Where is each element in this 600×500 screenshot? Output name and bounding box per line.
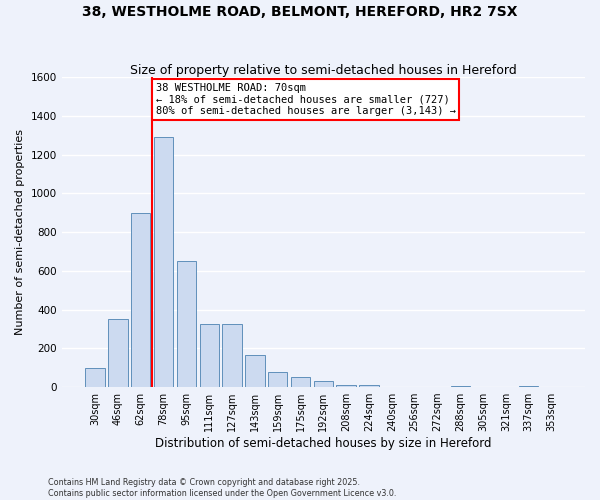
Bar bbox=[314, 382, 333, 387]
Bar bbox=[268, 372, 287, 387]
Bar bbox=[291, 378, 310, 387]
Bar bbox=[131, 212, 151, 387]
Bar bbox=[245, 355, 265, 387]
Bar bbox=[359, 385, 379, 387]
Y-axis label: Number of semi-detached properties: Number of semi-detached properties bbox=[15, 129, 25, 335]
X-axis label: Distribution of semi-detached houses by size in Hereford: Distribution of semi-detached houses by … bbox=[155, 437, 491, 450]
Bar bbox=[200, 324, 219, 387]
Bar bbox=[519, 386, 538, 387]
Bar bbox=[223, 324, 242, 387]
Bar bbox=[108, 320, 128, 387]
Bar bbox=[337, 385, 356, 387]
Bar bbox=[154, 137, 173, 387]
Text: 38, WESTHOLME ROAD, BELMONT, HEREFORD, HR2 7SX: 38, WESTHOLME ROAD, BELMONT, HEREFORD, H… bbox=[82, 5, 518, 19]
Bar bbox=[85, 368, 105, 387]
Bar bbox=[177, 261, 196, 387]
Bar bbox=[451, 386, 470, 387]
Text: Contains HM Land Registry data © Crown copyright and database right 2025.
Contai: Contains HM Land Registry data © Crown c… bbox=[48, 478, 397, 498]
Text: 38 WESTHOLME ROAD: 70sqm
← 18% of semi-detached houses are smaller (727)
80% of : 38 WESTHOLME ROAD: 70sqm ← 18% of semi-d… bbox=[155, 83, 455, 116]
Title: Size of property relative to semi-detached houses in Hereford: Size of property relative to semi-detach… bbox=[130, 64, 517, 77]
